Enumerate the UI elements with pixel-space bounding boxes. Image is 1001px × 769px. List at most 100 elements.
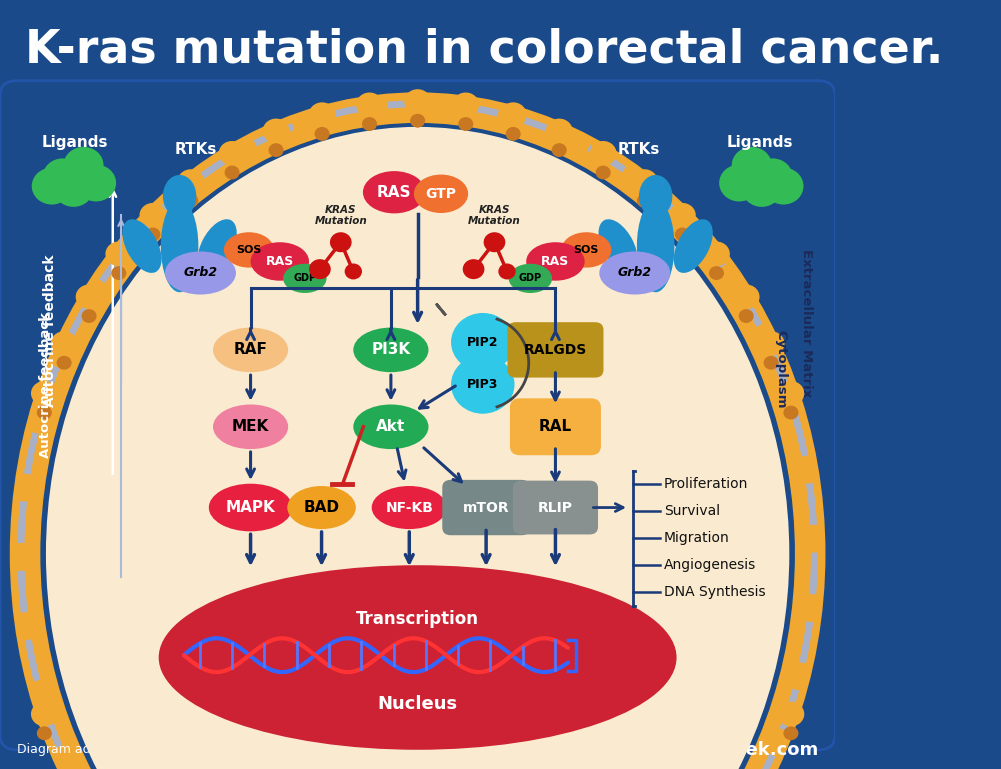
FancyArrowPatch shape [405,532,413,562]
Circle shape [452,92,479,117]
Circle shape [552,143,567,157]
Ellipse shape [213,328,288,372]
Circle shape [709,266,724,280]
Ellipse shape [161,200,198,292]
FancyArrowPatch shape [246,534,254,562]
Ellipse shape [197,219,236,273]
Circle shape [145,228,160,241]
Circle shape [739,309,754,323]
Ellipse shape [562,232,612,268]
Circle shape [76,285,102,309]
Circle shape [111,266,126,280]
FancyBboxPatch shape [508,322,604,378]
FancyArrowPatch shape [594,504,623,511]
FancyArrowPatch shape [552,329,560,340]
Ellipse shape [509,264,553,293]
Text: RAL: RAL [539,419,572,434]
FancyArrowPatch shape [387,329,394,340]
Text: GDP: GDP [519,273,542,284]
FancyArrowPatch shape [552,449,560,480]
Text: Autocrine feedback: Autocrine feedback [39,311,52,458]
Circle shape [262,118,289,143]
Circle shape [703,241,730,266]
FancyBboxPatch shape [0,81,835,750]
Circle shape [356,92,382,117]
Text: RAS: RAS [542,255,570,268]
Text: BAD: BAD [303,500,339,515]
FancyArrowPatch shape [246,329,254,340]
Circle shape [31,381,58,405]
Ellipse shape [213,404,288,449]
Circle shape [63,147,103,184]
Ellipse shape [371,486,446,529]
Ellipse shape [159,565,677,750]
FancyArrowPatch shape [246,375,254,398]
Text: KRAS
Mutation: KRAS Mutation [314,205,367,226]
Text: Grb2: Grb2 [183,267,217,279]
Circle shape [784,405,799,419]
Text: Diagram adopted from an article written by meng et al. (2021) (32).: Diagram adopted from an article written … [17,744,444,756]
FancyArrowPatch shape [552,530,560,562]
Circle shape [53,170,93,207]
FancyArrowPatch shape [387,375,394,398]
Circle shape [753,158,793,195]
FancyArrowPatch shape [419,386,455,408]
Ellipse shape [353,328,428,372]
Circle shape [498,264,516,279]
Circle shape [451,313,515,371]
Circle shape [733,285,760,309]
Ellipse shape [122,219,161,273]
Text: Transcription: Transcription [356,610,479,628]
Text: RALGDS: RALGDS [524,343,587,357]
Circle shape [309,259,330,279]
Circle shape [742,170,782,207]
Ellipse shape [209,484,292,531]
Circle shape [105,241,132,266]
Circle shape [732,147,772,184]
Circle shape [268,143,283,157]
Text: Migration: Migration [664,531,730,545]
Text: Autocrine feedback: Autocrine feedback [43,255,57,407]
Ellipse shape [165,251,236,295]
FancyBboxPatch shape [442,480,530,535]
Circle shape [410,114,425,128]
Circle shape [483,232,506,252]
Circle shape [37,727,52,741]
FancyArrowPatch shape [413,280,421,320]
Text: GTP: GTP [425,187,456,201]
Circle shape [31,702,58,727]
Text: Cytoplasm: Cytoplasm [775,330,788,408]
Text: K-ras mutation in colorectal cancer.: K-ras mutation in colorectal cancer. [25,28,943,72]
Text: norgenbiotek.com: norgenbiotek.com [635,741,819,759]
Ellipse shape [599,219,638,273]
Text: Akt: Akt [376,419,405,434]
Text: mTOR: mTOR [462,501,510,514]
Text: Proliferation: Proliferation [664,478,749,491]
FancyBboxPatch shape [0,0,835,96]
FancyBboxPatch shape [513,481,598,534]
Text: Ligands: Ligands [42,135,108,150]
Text: PI3K: PI3K [371,342,410,358]
FancyArrowPatch shape [552,373,560,400]
Circle shape [499,102,527,127]
Text: RTKs: RTKs [175,142,217,158]
Circle shape [344,264,362,279]
Circle shape [778,381,804,405]
Text: SOS: SOS [574,245,599,255]
Text: Nucleus: Nucleus [377,694,457,713]
Ellipse shape [527,242,585,281]
Text: RAS: RAS [265,255,294,268]
Circle shape [758,331,785,356]
Ellipse shape [287,486,355,529]
Circle shape [219,141,245,165]
Circle shape [764,168,804,205]
Text: Survival: Survival [664,504,720,518]
Text: MAPK: MAPK [225,500,275,515]
FancyBboxPatch shape [510,398,601,455]
Circle shape [675,228,690,241]
Circle shape [51,331,77,356]
Ellipse shape [674,219,713,273]
Circle shape [308,102,335,127]
Circle shape [458,117,473,131]
Text: Angiogenesis: Angiogenesis [664,558,757,572]
